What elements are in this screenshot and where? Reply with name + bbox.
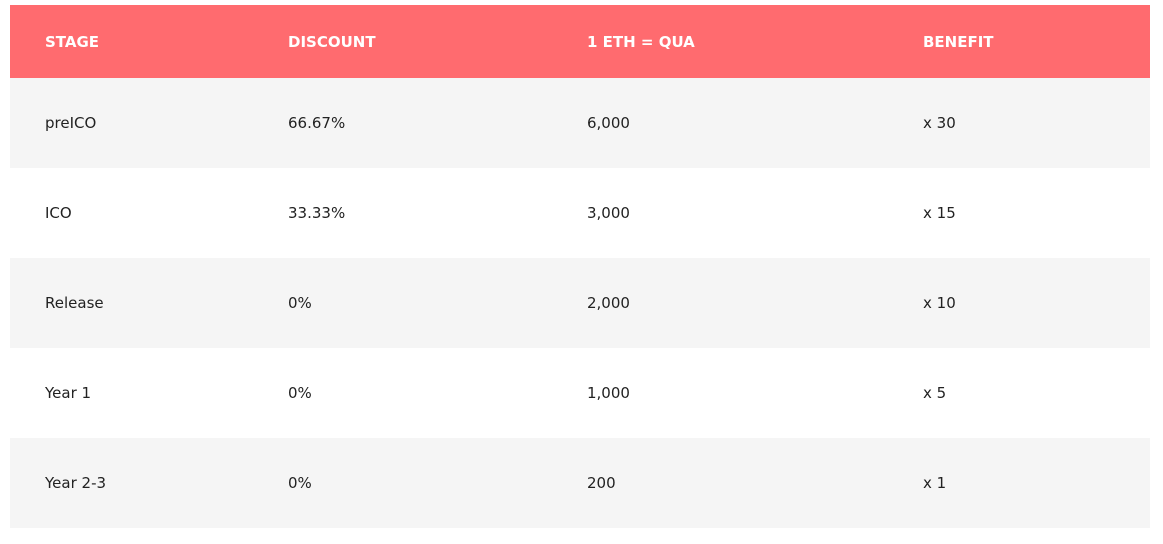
table-cell: 33.33% bbox=[288, 204, 346, 222]
header-cell: BENEFIT bbox=[923, 32, 994, 51]
table-cell: preICO bbox=[45, 114, 97, 132]
table-cell: 200 bbox=[587, 474, 616, 492]
table-cell: x 1 bbox=[923, 474, 947, 492]
table-cell: 0% bbox=[288, 474, 312, 492]
table-row: Year 1 0% 1,000 x 5 bbox=[10, 348, 1150, 438]
table-cell: x 15 bbox=[923, 204, 956, 222]
table-cell: x 30 bbox=[923, 114, 956, 132]
table-cell: x 10 bbox=[923, 294, 956, 312]
table-cell: 0% bbox=[288, 384, 312, 402]
header-cell: DISCOUNT bbox=[288, 32, 376, 51]
header-row: STAGE DISCOUNT 1 ETH = QUA BENEFIT bbox=[10, 5, 1150, 78]
table-cell: 3,000 bbox=[587, 204, 630, 222]
table-cell: 66.67% bbox=[288, 114, 346, 132]
table-cell: ICO bbox=[45, 204, 72, 222]
table-cell: Release bbox=[45, 294, 104, 312]
header-cell: 1 ETH = QUA bbox=[587, 32, 695, 51]
table-cell: Year 2-3 bbox=[45, 474, 107, 492]
table-cell: 6,000 bbox=[587, 114, 630, 132]
table-cell: Year 1 bbox=[45, 384, 92, 402]
table-row: Release 0% 2,000 x 10 bbox=[10, 258, 1150, 348]
table-cell: 1,000 bbox=[587, 384, 630, 402]
table-cell: 0% bbox=[288, 294, 312, 312]
table: STAGE DISCOUNT 1 ETH = QUA BENEFIT preICO 66.… bbox=[10, 5, 1150, 528]
table-row: ICO 33.33% 3,000 x 15 bbox=[10, 168, 1150, 258]
table-row: preICO 66.67% 6,000 x 30 bbox=[10, 78, 1150, 168]
table-row: Year 2-3 0% 200 x 1 bbox=[10, 438, 1150, 528]
header-cell: STAGE bbox=[45, 32, 100, 51]
table-cell: 2,000 bbox=[587, 294, 630, 312]
table-cell: x 5 bbox=[923, 384, 947, 402]
